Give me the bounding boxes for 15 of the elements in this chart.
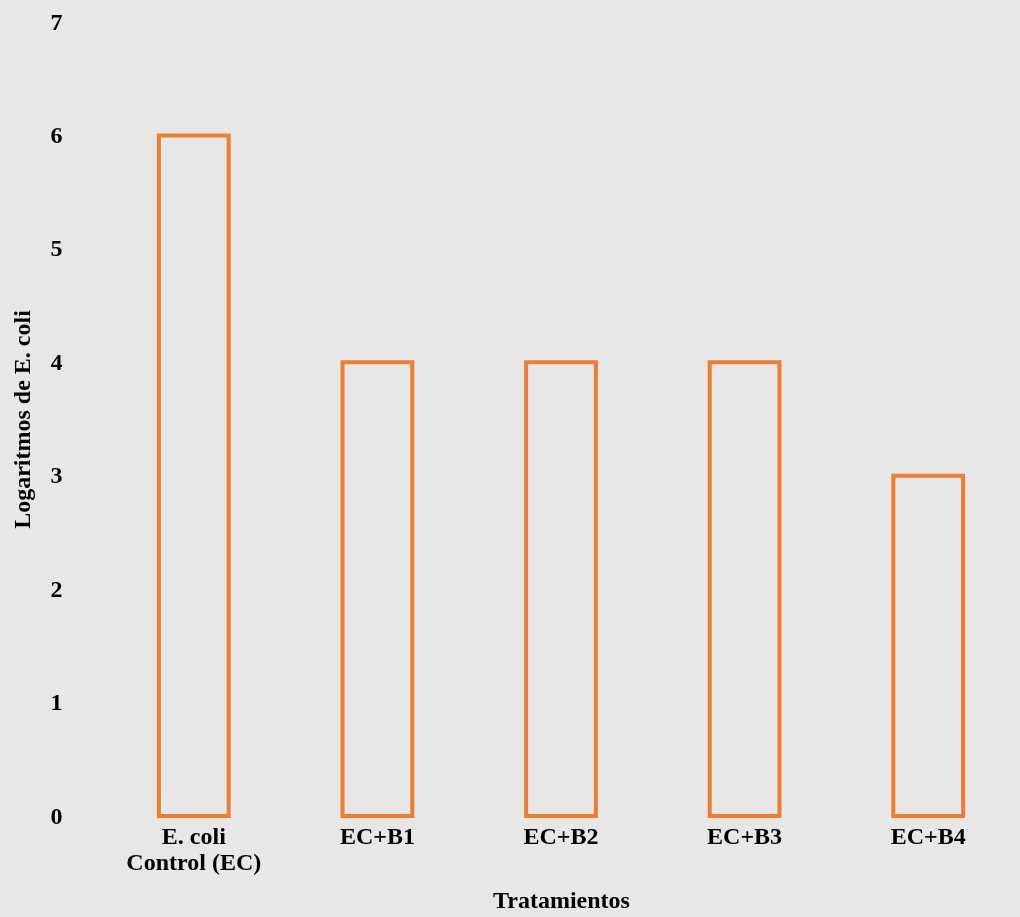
y-tick-label: 3 <box>50 462 63 489</box>
x-axis-title: Tratamientos <box>493 886 630 913</box>
x-tick-label: EC+B1 <box>339 822 415 849</box>
x-tick-label: EC+B3 <box>707 822 783 849</box>
y-tick-label: 7 <box>50 8 63 35</box>
y-axis-title: Logaritmos de E. coli <box>8 309 35 529</box>
y-tick-label: 1 <box>50 689 63 716</box>
x-tick-label: EC+B4 <box>890 822 966 849</box>
y-tick-label: 4 <box>50 348 63 375</box>
y-tick-label: 2 <box>50 575 63 602</box>
y-tick-label: 5 <box>50 235 63 262</box>
x-tick-label: E. coli Control (EC) <box>126 822 262 875</box>
y-tick-label: 0 <box>50 802 63 829</box>
y-tick-label: 6 <box>50 121 63 148</box>
x-tick-label: EC+B2 <box>523 822 599 849</box>
